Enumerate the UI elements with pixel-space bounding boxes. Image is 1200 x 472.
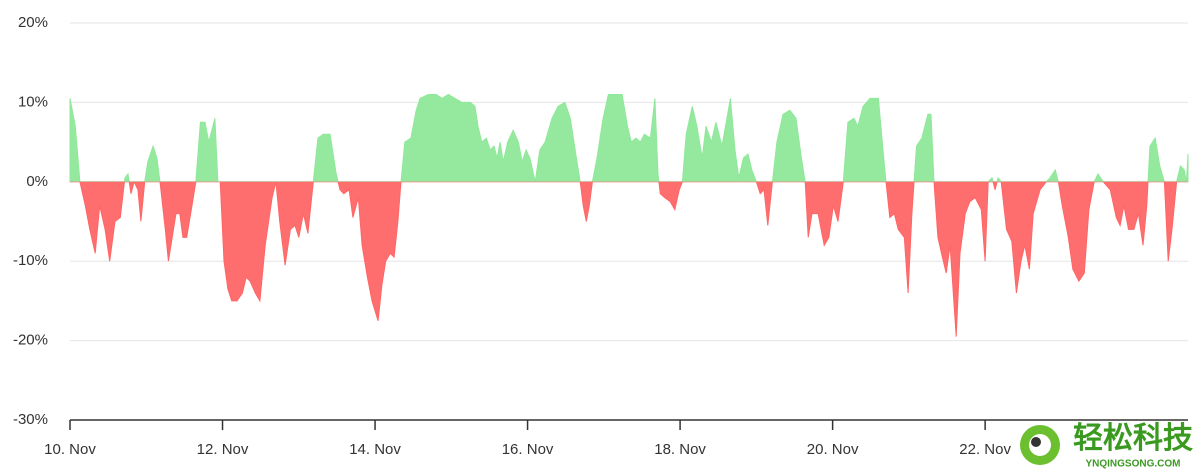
x-tick-label: 14. Nov	[349, 441, 401, 458]
y-tick-label: -10%	[13, 252, 48, 269]
y-tick-label: 0%	[26, 173, 48, 190]
watermark-icon-dot	[1031, 437, 1041, 447]
watermark-title: 轻松科技	[1073, 422, 1193, 455]
x-tick-label: 18. Nov	[654, 441, 706, 458]
y-tick-label: 10%	[18, 93, 48, 110]
area-negative	[69, 181, 1189, 337]
y-tick-label: -20%	[13, 332, 48, 349]
y-tick-label: -30%	[13, 411, 48, 428]
x-tick-label: 20. Nov	[807, 441, 859, 458]
y-tick-label: 20%	[18, 14, 48, 31]
x-tick-label: 16. Nov	[502, 441, 554, 458]
x-tick-label: 22. Nov	[959, 441, 1011, 458]
area-positive	[69, 93, 1189, 182]
x-tick-label: 10. Nov	[44, 441, 96, 458]
watermark-url: YNQINGSONG.COM	[1085, 459, 1180, 470]
x-tick-label: 12. Nov	[197, 441, 249, 458]
watermark: 轻松科技 YNQINGSONG.COM	[1020, 422, 1193, 470]
